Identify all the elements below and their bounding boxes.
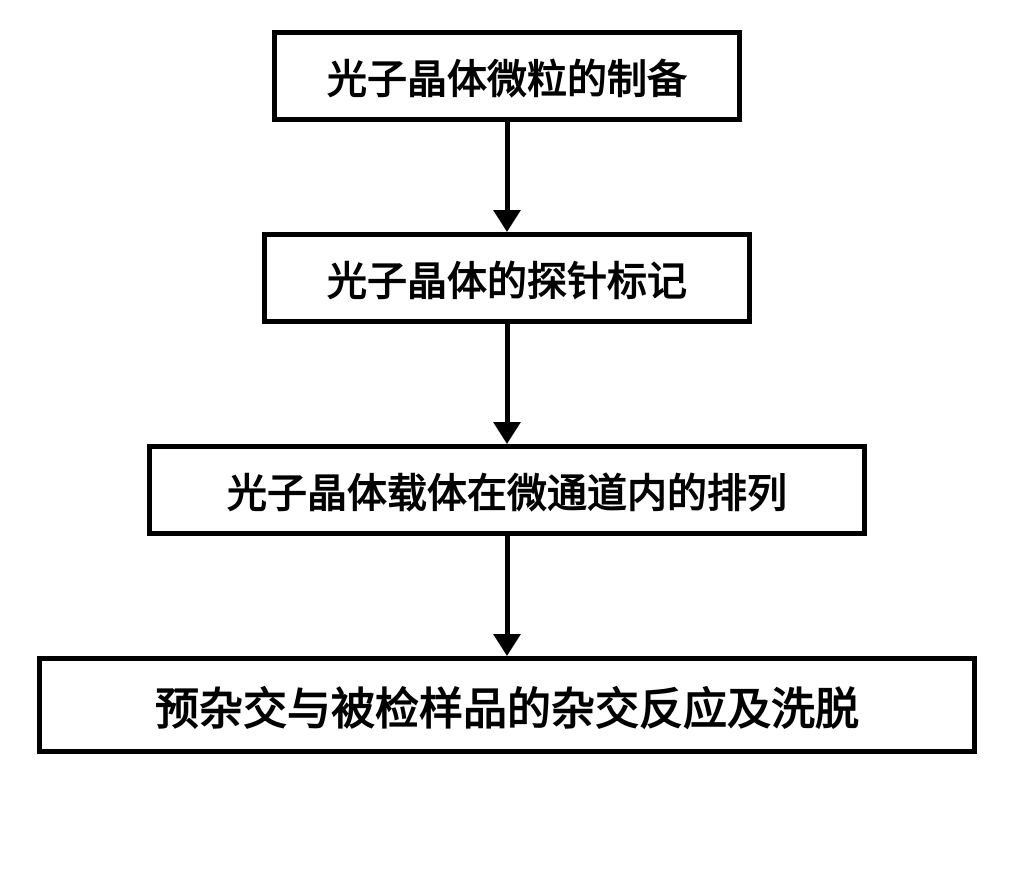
flowchart-node-4: 预杂交与被检样品的杂交反应及洗脱 bbox=[37, 656, 977, 754]
arrow-head-icon bbox=[493, 634, 521, 656]
flowchart-arrow-1 bbox=[493, 122, 521, 232]
node-label: 光子晶体载体在微通道内的排列 bbox=[227, 461, 787, 519]
flowchart-container: 光子晶体微粒的制备光子晶体的探针标记光子晶体载体在微通道内的排列预杂交与被检样品… bbox=[37, 30, 977, 754]
flowchart-node-3: 光子晶体载体在微通道内的排列 bbox=[147, 444, 867, 536]
arrow-line bbox=[505, 122, 510, 210]
arrow-line bbox=[505, 536, 510, 634]
arrow-head-icon bbox=[493, 422, 521, 444]
arrow-line bbox=[505, 324, 510, 422]
flowchart-arrow-3 bbox=[493, 536, 521, 656]
flowchart-node-1: 光子晶体微粒的制备 bbox=[272, 30, 742, 122]
node-label: 预杂交与被检样品的杂交反应及洗脱 bbox=[155, 673, 859, 737]
arrow-head-icon bbox=[493, 210, 521, 232]
node-label: 光子晶体微粒的制备 bbox=[327, 47, 687, 105]
node-label: 光子晶体的探针标记 bbox=[327, 249, 687, 307]
flowchart-arrow-2 bbox=[493, 324, 521, 444]
flowchart-node-2: 光子晶体的探针标记 bbox=[262, 232, 752, 324]
